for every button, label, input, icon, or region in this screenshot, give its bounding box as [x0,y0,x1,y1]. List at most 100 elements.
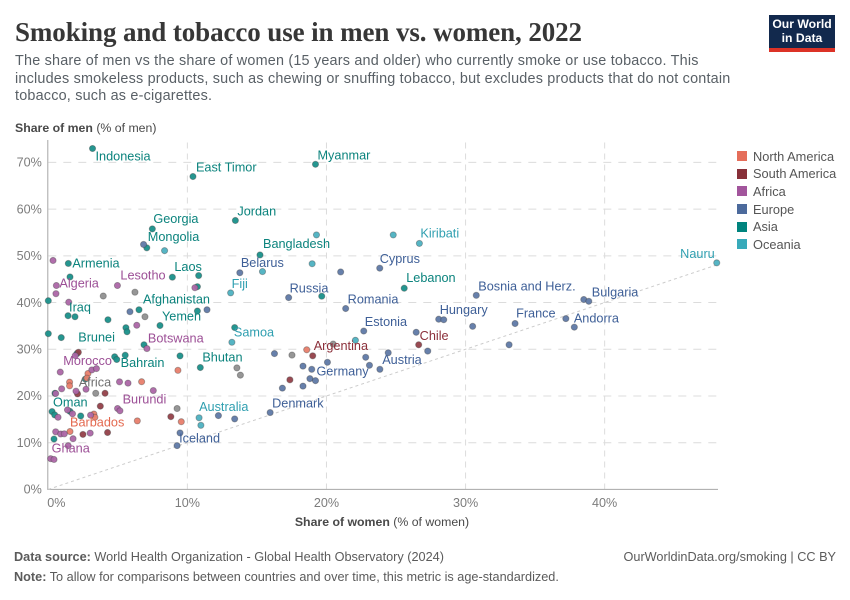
data-point[interactable] [299,362,307,370]
data-point[interactable] [113,355,121,364]
data-point[interactable] [195,272,203,280]
data-point[interactable] [236,371,244,379]
data-point[interactable] [133,321,141,329]
data-point[interactable] [123,328,131,336]
data-point[interactable] [96,402,104,410]
data-point[interactable] [440,316,448,324]
point-samoa[interactable] [228,338,236,346]
data-point[interactable] [308,365,316,373]
data-point[interactable] [193,307,201,315]
data-point[interactable] [376,365,384,373]
point-myanmar[interactable] [311,160,320,168]
data-point[interactable] [63,406,72,414]
point-east-timor[interactable] [189,172,197,181]
data-point[interactable] [505,341,513,349]
data-point[interactable] [174,366,182,374]
point-yemen[interactable] [156,321,164,330]
point-chile[interactable] [415,341,423,349]
data-point[interactable] [312,231,321,239]
data-point[interactable] [286,376,294,384]
data-point[interactable] [69,435,77,443]
data-point[interactable] [306,375,314,383]
data-point[interactable] [77,412,85,420]
point-georgia[interactable] [148,225,156,233]
legend-item-north-america[interactable]: North America [737,148,836,166]
data-point[interactable] [66,382,74,390]
data-point[interactable] [115,378,124,386]
data-point[interactable] [99,292,107,300]
data-point[interactable] [389,231,397,239]
point-estonia[interactable] [360,327,368,335]
data-point[interactable] [52,290,60,298]
data-point[interactable] [469,322,477,330]
data-point[interactable] [231,415,239,423]
data-point[interactable] [177,418,185,426]
data-point[interactable] [54,413,62,421]
point-australia[interactable] [195,414,203,422]
data-point[interactable] [176,429,184,437]
data-point[interactable] [176,352,184,360]
data-point[interactable] [138,378,146,386]
data-point[interactable] [50,455,58,464]
point-cyprus[interactable] [376,264,384,272]
data-point[interactable] [58,385,66,393]
data-point[interactable] [149,387,157,395]
point-armenia[interactable] [64,259,72,268]
data-point[interactable] [424,347,432,355]
point-iceland[interactable] [173,442,181,450]
point-algeria[interactable] [52,281,60,290]
legend-item-africa[interactable]: Africa [737,183,836,201]
data-point[interactable] [49,256,57,265]
data-point[interactable] [161,247,169,255]
data-point[interactable] [86,429,94,437]
data-point[interactable] [101,389,109,397]
data-point[interactable] [203,306,211,314]
point-bhutan[interactable] [196,363,204,372]
data-point[interactable] [64,442,72,450]
point-laos[interactable] [168,273,176,281]
data-point[interactable] [365,361,374,369]
point-andorra[interactable] [562,315,570,323]
point-romania[interactable] [342,304,350,313]
point-africa[interactable] [92,389,100,397]
data-point[interactable] [570,323,578,331]
point-france[interactable] [511,319,519,328]
data-point[interactable] [133,417,141,425]
data-point[interactable] [71,352,79,360]
data-point[interactable] [52,389,60,398]
point-brunei[interactable] [57,334,65,342]
data-point[interactable] [270,350,279,358]
data-point[interactable] [79,430,87,438]
data-point[interactable] [92,365,100,373]
point-bosnia-and-herz-[interactable] [472,291,480,299]
data-point[interactable] [104,316,112,324]
point-germany[interactable] [323,358,331,366]
point-nauru[interactable] [713,259,721,267]
legend-item-asia[interactable]: Asia [737,218,836,236]
data-point[interactable] [318,292,326,300]
data-point[interactable] [197,421,205,429]
data-point[interactable] [65,298,73,306]
point-jordan[interactable] [231,216,239,225]
owid-logo[interactable]: Our World in Data [769,15,835,48]
data-point[interactable] [131,288,139,296]
point-iraq[interactable] [64,312,72,320]
data-point[interactable] [83,374,91,382]
data-point[interactable] [87,411,95,419]
data-point[interactable] [191,284,199,292]
data-point[interactable] [337,268,345,276]
point-lesotho[interactable] [113,281,121,290]
data-point[interactable] [44,330,52,338]
data-point[interactable] [258,268,267,276]
point-botswana[interactable] [143,345,151,353]
data-point[interactable] [60,430,68,438]
point-argentina[interactable] [309,352,317,360]
data-point[interactable] [362,353,370,361]
data-point[interactable] [412,328,420,336]
data-point[interactable] [173,404,181,413]
data-point[interactable] [167,413,175,421]
point-russia[interactable] [285,294,293,302]
point-kiribati[interactable] [415,239,423,247]
data-point[interactable] [141,313,149,321]
data-point[interactable] [116,407,124,415]
